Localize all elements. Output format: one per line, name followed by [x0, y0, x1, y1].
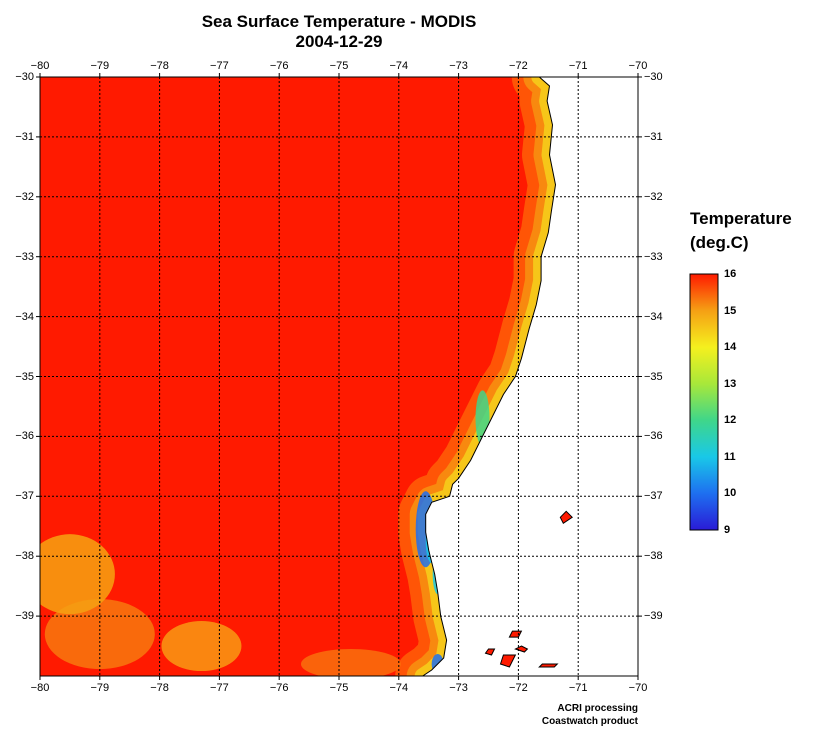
plot-area	[40, 77, 638, 676]
colorbar-title-line2: (deg.C)	[690, 233, 749, 252]
colorbar	[689, 273, 719, 531]
x-tick-label-bottom: −70	[628, 682, 648, 694]
y-tick-label-right: −33	[644, 250, 663, 263]
y-tick-label-left: −33	[15, 250, 34, 263]
warm-patch-3	[300, 649, 401, 676]
x-tick-label-top: −76	[269, 60, 289, 72]
y-tick-label-right: −34	[644, 310, 663, 323]
x-tick-label-bottom: −76	[269, 682, 289, 694]
y-tick-label-left: −35	[15, 370, 34, 383]
inland-water-5	[538, 663, 559, 668]
credit-processing: ACRI processing	[557, 703, 638, 714]
y-tick-label-left: −32	[15, 190, 34, 203]
colorbar-tick-label: 11	[724, 450, 736, 463]
y-tick-label-right: −30	[644, 71, 663, 83]
x-tick-label-top: −70	[628, 60, 648, 72]
y-tick-label-left: −31	[15, 130, 34, 143]
colorbar-tick-label: 9	[724, 524, 731, 536]
coastline	[422, 77, 557, 676]
warm-patch-2	[161, 621, 242, 672]
y-tick-label-left: −37	[15, 490, 34, 503]
colorbar-title: Temperature (deg.C)	[690, 207, 792, 255]
y-tick-label-left: −34	[15, 310, 34, 323]
x-tick-label-bottom: −79	[90, 682, 110, 694]
x-tick-label-bottom: −75	[329, 682, 349, 694]
x-tick-label-top: −80	[30, 60, 50, 72]
warm-patch-0	[40, 534, 115, 615]
y-tick-label-left: −38	[15, 550, 34, 563]
chart-date: 2004-12-29	[295, 32, 383, 51]
x-tick-label-top: −71	[568, 60, 588, 72]
y-tick-label-left: −36	[15, 430, 34, 443]
colorbar-tick-label: 15	[724, 304, 737, 317]
inland-water-4	[484, 648, 496, 656]
x-tick-label-top: −72	[509, 60, 528, 72]
x-tick-label-top: −74	[389, 60, 409, 72]
x-tick-label-bottom: −77	[210, 682, 229, 694]
colorbar-tick-label: 12	[724, 414, 737, 427]
inland-water-2	[514, 645, 529, 653]
x-tick-label-top: −75	[329, 60, 349, 72]
x-tick-label-top: −77	[210, 60, 229, 72]
y-tick-label-right: −36	[644, 430, 663, 443]
chart-title: Sea Surface Temperature - MODIS	[201, 12, 477, 31]
inland-water-0	[559, 510, 573, 525]
colorbar-tick-label: 14	[724, 341, 737, 354]
y-tick-label-left: −30	[15, 71, 34, 83]
x-tick-label-bottom: −73	[449, 682, 468, 694]
x-tick-label-bottom: −80	[30, 682, 50, 694]
inland-water-3	[499, 654, 517, 668]
land-area	[422, 77, 638, 676]
x-tick-label-top: −78	[150, 60, 169, 72]
colorbar-tick-label: 13	[724, 377, 737, 390]
x-tick-label-top: −79	[90, 60, 110, 72]
colorbar-tick-label: 10	[724, 487, 737, 500]
credit-product: Coastwatch product	[541, 716, 638, 727]
x-tick-label-bottom: −74	[389, 682, 409, 694]
tick-marks	[36, 73, 642, 680]
x-tick-label-top: −73	[449, 60, 468, 72]
colorbar-tick-label: 16	[724, 268, 737, 280]
colorbar-title-line1: Temperature	[690, 209, 792, 228]
x-tick-label-bottom: −72	[509, 682, 528, 694]
y-tick-label-right: −39	[644, 610, 663, 623]
y-tick-label-left: −39	[15, 610, 34, 623]
y-tick-label-right: −31	[644, 130, 663, 143]
x-tick-label-bottom: −78	[150, 682, 169, 694]
y-tick-label-right: −38	[644, 550, 663, 563]
y-tick-label-right: −32	[644, 190, 663, 203]
y-tick-label-right: −35	[644, 370, 663, 383]
x-tick-label-bottom: −71	[568, 682, 588, 694]
y-tick-label-right: −37	[644, 490, 663, 503]
